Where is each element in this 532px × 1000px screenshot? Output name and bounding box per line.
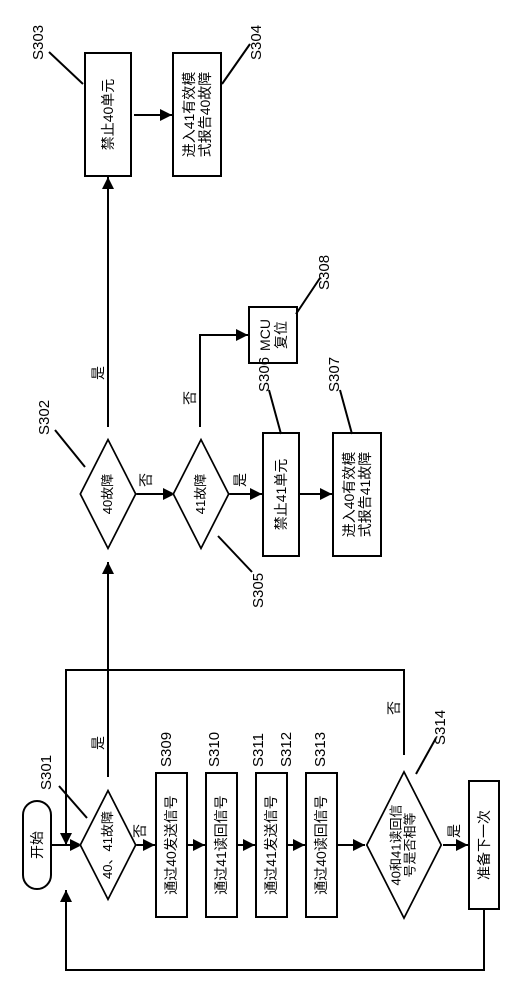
- p303-text: 禁止40单元: [100, 79, 116, 151]
- label-s301: S301: [38, 755, 55, 790]
- p309-text: 通过40发送信号: [163, 795, 179, 895]
- process-41-send: 通过41发送信号: [255, 772, 288, 918]
- p308-text: MCU 复位: [257, 319, 289, 351]
- label-s309: S309: [158, 732, 175, 767]
- label-s308: S308: [316, 255, 333, 290]
- process-prepare-next: 准备下一次: [468, 780, 500, 910]
- decision-signals-equal: 40和41读回信 号是否相等: [365, 755, 443, 935]
- p306-text: 禁止41单元: [273, 459, 289, 531]
- d314-no: 否: [384, 701, 404, 715]
- d305-no: 否: [180, 391, 200, 405]
- d314-yes: 是: [444, 824, 464, 838]
- p310-text: 通过41读回信号: [213, 795, 229, 895]
- decision-d301-text: 40、41故障: [101, 811, 115, 879]
- label-s312: S312: [278, 732, 295, 767]
- process-40-read: 通过40读回信号: [305, 772, 338, 918]
- p311-text: 通过41发送信号: [263, 795, 279, 895]
- d305-yes: 是: [230, 473, 250, 487]
- p313-text: 通过40读回信号: [313, 795, 329, 895]
- process-disable-40: 禁止40单元: [84, 52, 132, 177]
- process-enter-41-mode: 进入41有效模 式报告40故障: [172, 52, 222, 177]
- label-s311: S311: [250, 733, 267, 767]
- process-disable-41: 禁止41单元: [262, 432, 300, 557]
- pNext-text: 准备下一次: [476, 810, 492, 880]
- label-s302: S302: [36, 400, 53, 435]
- label-s303: S303: [30, 25, 47, 60]
- d301-no: 否: [130, 824, 150, 838]
- label-s314: S314: [432, 710, 449, 745]
- d301-yes: 是: [88, 736, 108, 750]
- label-s307: S307: [326, 357, 343, 392]
- p307-text: 进入40有效模 式报告41故障: [341, 452, 373, 538]
- leader-s302: [49, 420, 91, 475]
- decision-d314-text: 40和41读回信 号是否相等: [390, 805, 419, 886]
- process-40-send: 通过40发送信号: [155, 772, 188, 918]
- decision-d305-text: 41故障: [194, 474, 208, 514]
- p304-text: 进入41有效模 式报告40故障: [181, 72, 213, 158]
- leader-s303: [43, 42, 89, 92]
- d302-no: 否: [136, 473, 156, 487]
- label-s306: S306: [256, 357, 273, 392]
- process-41-read: 通过41读回信号: [205, 772, 238, 918]
- label-s310: S310: [206, 732, 223, 767]
- leader-s301: [53, 776, 93, 826]
- leader-s305: [212, 530, 260, 578]
- label-s304: S304: [248, 25, 265, 60]
- start-terminator: 开始: [22, 800, 52, 890]
- decision-d302-text: 40故障: [101, 474, 115, 514]
- label-s313: S313: [312, 732, 329, 767]
- label-s305: S305: [250, 573, 267, 608]
- process-enter-40-mode: 进入40有效模 式报告41故障: [332, 432, 382, 557]
- d302-yes: 是: [88, 366, 108, 380]
- start-label: 开始: [29, 831, 45, 859]
